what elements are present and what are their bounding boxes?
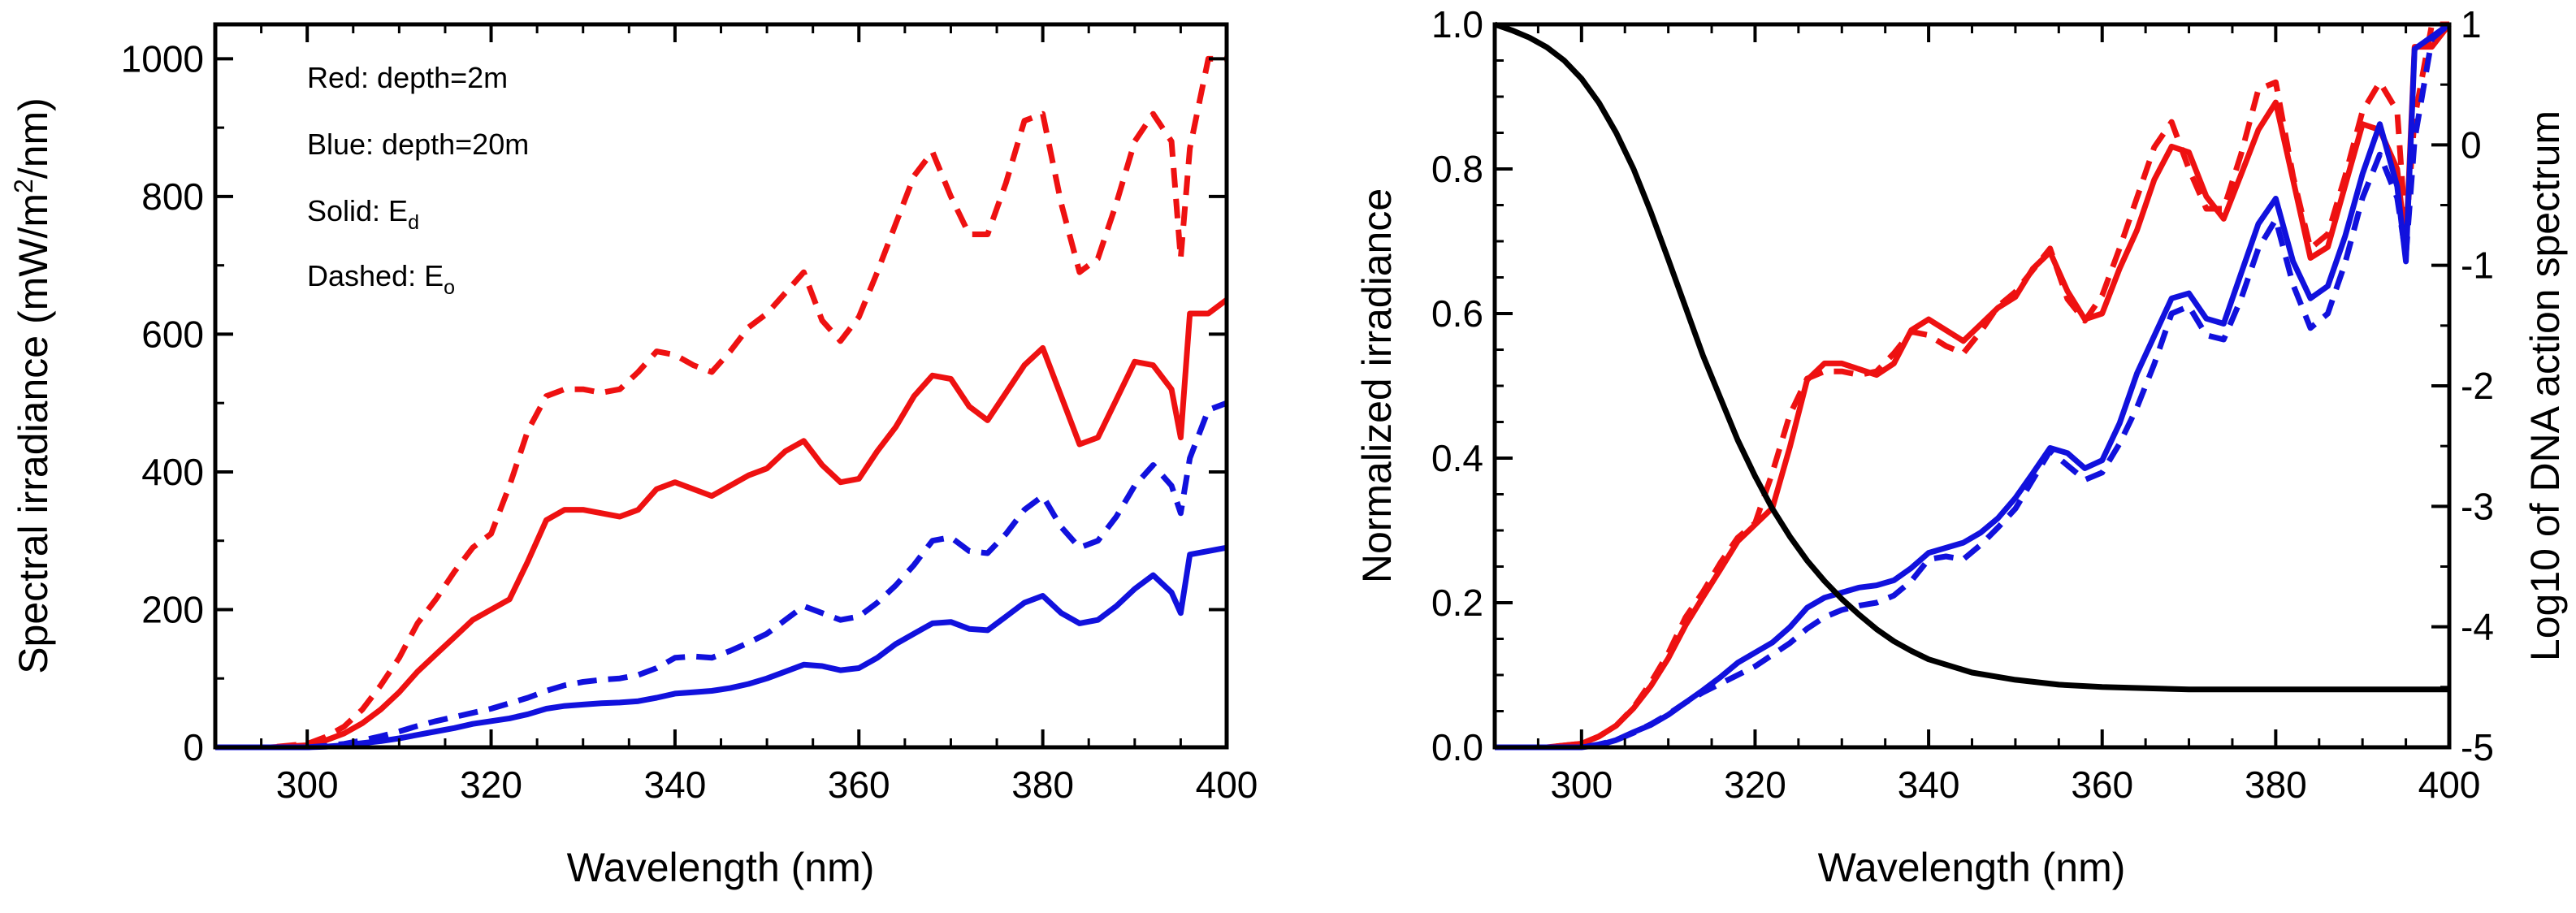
right-y-axis-label-right: Log10 of DNA action spectrum	[2522, 110, 2568, 661]
right-right-ytick-label-3: -2	[2461, 365, 2494, 407]
right-right-ytick-label-1: -4	[2461, 606, 2494, 648]
left-xtick-label-2: 340	[644, 764, 707, 806]
left-series-1	[215, 55, 1227, 751]
right-series-0	[1495, 22, 2452, 751]
right-right-ytick-label-6: 1	[2461, 3, 2482, 45]
right-series-4	[1493, 21, 2449, 693]
left-xtick-label-1: 320	[460, 764, 522, 806]
right-left-ytick-label-0: 0.0	[1431, 726, 1483, 768]
right-x-axis-label: Wavelength (nm)	[1818, 845, 2126, 890]
right-left-ytick-label-4: 0.8	[1431, 148, 1483, 190]
left-x-ticks: 300 320 340 360 380 400	[214, 24, 1258, 806]
right-series-2	[1495, 22, 2452, 751]
legend-solid-text: Solid: E	[307, 194, 408, 227]
right-xtick-label-4: 380	[2245, 764, 2307, 806]
left-xtick-label-0: 300	[276, 764, 339, 806]
right-right-ytick-label-5: 0	[2461, 123, 2482, 166]
legend-solid-sub: d	[408, 211, 419, 234]
right-right-ytick-label-4: -1	[2461, 244, 2494, 287]
right-y-ticks-left: 0.0 0.2 0.4 0.6 0.8 1.0	[1431, 3, 1513, 768]
legend-line-red: Red: depth=2m	[307, 61, 508, 94]
right-plot-frame	[1492, 22, 2452, 750]
legend-dashed-sub: o	[444, 276, 455, 299]
left-ytick-label-0: 0	[183, 726, 204, 768]
right-y-axis-label-left: Normalized irradiance	[1354, 188, 1400, 583]
left-y-ticks: 0 200 400 600 800 1000	[121, 37, 1227, 768]
left-ytick-label-1: 200	[141, 588, 204, 630]
right-left-ytick-label-3: 0.6	[1431, 292, 1483, 335]
left-xtick-label-3: 360	[828, 764, 890, 806]
right-xtick-label-1: 320	[1724, 764, 1786, 806]
right-xtick-label-2: 340	[1898, 764, 1960, 806]
left-series-0	[215, 297, 1229, 751]
right-left-ytick-label-5: 1.0	[1431, 3, 1483, 45]
right-series-3	[1495, 22, 2452, 751]
right-xtick-label-3: 360	[2071, 764, 2133, 806]
left-x-axis-label: Wavelength (nm)	[567, 845, 875, 890]
right-right-ytick-label-2: -3	[2461, 485, 2494, 527]
legend-line-blue: Blue: depth=20m	[307, 128, 529, 161]
right-y-ticks-right: -5 -4 -3 -2 -1 0 1	[2431, 3, 2494, 768]
left-panel: 300 320 340 360 380 400 0 200 400 600 800 1000 Wav…	[9, 22, 1258, 890]
right-series-group	[1493, 21, 2452, 751]
left-y-axis-label-sup: 2	[9, 179, 38, 193]
left-ytick-label-2: 400	[141, 451, 204, 493]
right-xtick-label-0: 300	[1550, 764, 1613, 806]
left-xtick-label-4: 380	[1011, 764, 1074, 806]
left-xtick-label-5: 400	[1196, 764, 1258, 806]
right-right-ytick-label-0: -5	[2461, 726, 2494, 768]
right-xtick-label-5: 400	[2418, 764, 2481, 806]
left-series-group	[215, 55, 1229, 751]
right-x-ticks: 300 320 340 360 380 400	[1493, 24, 2481, 806]
left-ytick-label-3: 600	[141, 313, 204, 355]
left-y-axis-label-end: /nm)	[11, 97, 56, 179]
left-y-axis-label: Spectral irradiance (mW/m2/nm)	[9, 97, 56, 674]
right-left-ytick-label-1: 0.2	[1431, 582, 1483, 624]
left-y-axis-label-main: Spectral irradiance (mW/m	[11, 193, 56, 674]
legend-line-solid: Solid: Ed	[307, 194, 419, 234]
left-ytick-label-5: 1000	[121, 37, 204, 80]
right-panel: 300 320 340 360 380 400 0.0 0.2 0.4 0.6 0.8 1.0 -5…	[1354, 3, 2568, 890]
legend: Red: depth=2m Blue: depth=20m Solid: Ed …	[307, 61, 529, 299]
legend-line-dashed: Dashed: Eo	[307, 259, 455, 299]
right-left-ytick-label-2: 0.4	[1431, 437, 1483, 479]
left-ytick-label-4: 800	[141, 175, 204, 218]
left-series-3	[215, 400, 1228, 751]
legend-dashed-text: Dashed: E	[307, 259, 444, 292]
right-series-1	[1495, 21, 2449, 751]
left-series-2	[215, 544, 1227, 751]
